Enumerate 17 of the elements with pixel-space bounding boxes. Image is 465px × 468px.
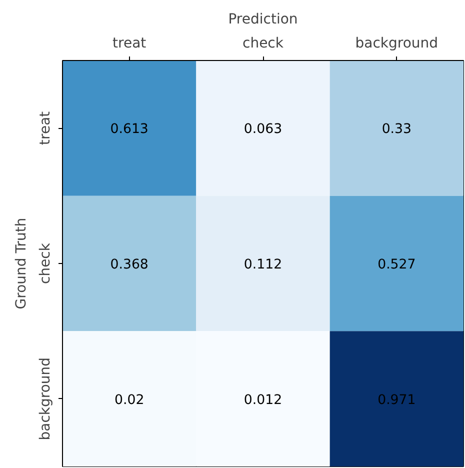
x-tick-label: treat <box>112 36 147 52</box>
data-label: 0.112 <box>244 258 282 272</box>
data-label: 0.971 <box>378 392 416 408</box>
y-axis-title: Ground Truth <box>14 218 30 310</box>
x-tick-label: check <box>242 36 284 52</box>
y-tick-label: background <box>38 357 54 440</box>
data-label: 0.368 <box>110 258 148 272</box>
data-label: 0.012 <box>244 392 282 408</box>
x-axis-title: Prediction <box>228 12 298 28</box>
y-tick-label: check <box>38 242 54 284</box>
x-tick-label: background <box>355 36 438 52</box>
data-label: 0.02 <box>114 392 144 408</box>
data-label: 0.063 <box>244 122 282 138</box>
data-label: 0.527 <box>378 258 416 272</box>
data-label: 0.613 <box>110 122 148 138</box>
y-tick-label: treat <box>38 110 54 145</box>
data-label: 0.33 <box>382 122 412 138</box>
